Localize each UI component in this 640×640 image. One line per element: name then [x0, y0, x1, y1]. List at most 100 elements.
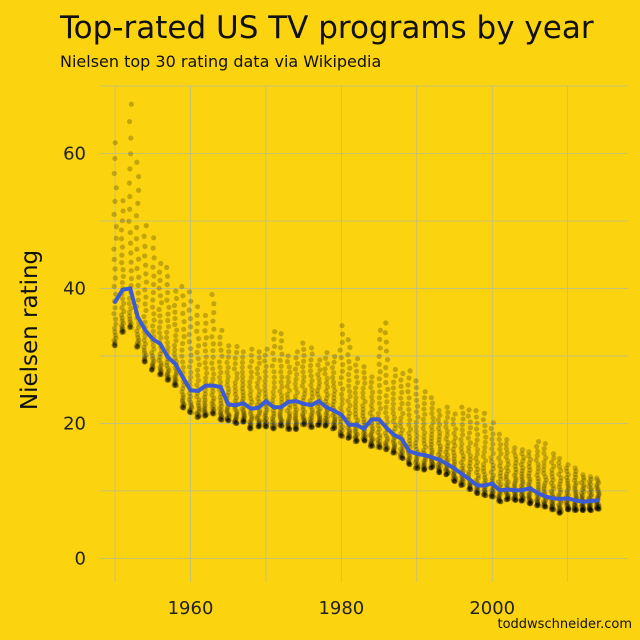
rating-point	[316, 419, 322, 425]
rating-point	[232, 418, 238, 424]
rating-point	[150, 365, 156, 371]
rating-point	[421, 406, 427, 412]
rating-point	[588, 507, 594, 514]
rating-point	[581, 506, 587, 512]
rating-point	[482, 423, 488, 429]
rating-point	[279, 384, 285, 390]
trend-line	[113, 286, 600, 504]
rating-point	[136, 341, 142, 347]
rating-point	[150, 342, 156, 348]
rating-point	[263, 363, 269, 370]
rating-point	[285, 425, 291, 431]
rating-point	[369, 374, 375, 380]
rating-point	[316, 384, 322, 390]
rating-point	[134, 342, 140, 348]
rating-point	[429, 460, 435, 466]
rating-point	[256, 349, 262, 355]
rating-point	[339, 396, 345, 402]
rating-point	[210, 376, 216, 382]
rating-point	[240, 392, 246, 399]
rating-point	[498, 476, 504, 482]
rating-point	[353, 414, 359, 420]
rating-point	[338, 426, 344, 432]
rating-point	[202, 312, 209, 319]
rating-point	[490, 493, 496, 499]
rating-point	[376, 426, 383, 432]
rating-point	[119, 296, 126, 302]
rating-point	[181, 402, 187, 408]
rating-point	[535, 439, 542, 445]
rating-point	[156, 372, 162, 378]
rating-point	[413, 419, 419, 425]
rating-point	[360, 403, 366, 409]
rating-point	[113, 224, 119, 230]
rating-point	[219, 412, 225, 418]
rating-point	[519, 474, 525, 480]
rating-point	[300, 416, 306, 422]
rating-point	[112, 198, 118, 205]
rating-point	[527, 476, 533, 482]
rating-point	[512, 495, 518, 501]
rating-point	[256, 421, 262, 427]
rating-point	[247, 424, 253, 430]
rating-point	[180, 293, 186, 299]
rating-point	[587, 506, 593, 513]
rating-point	[269, 363, 276, 369]
rating-point	[272, 329, 278, 335]
rating-point	[314, 388, 321, 394]
rating-point	[526, 481, 532, 487]
rating-point	[346, 433, 352, 439]
rating-point	[331, 383, 337, 390]
rating-point	[270, 350, 276, 356]
rating-point	[398, 446, 404, 452]
rating-point	[400, 455, 406, 461]
rating-point	[421, 463, 427, 469]
rating-point	[527, 491, 533, 497]
rating-point	[134, 328, 140, 334]
rating-point	[111, 170, 117, 177]
rating-point	[240, 349, 246, 355]
rating-point	[294, 361, 301, 367]
rating-point	[232, 388, 239, 394]
rating-point	[240, 378, 246, 384]
rating-point	[587, 502, 593, 508]
rating-point	[340, 362, 346, 368]
rating-point	[413, 456, 419, 462]
rating-point	[384, 447, 390, 453]
rating-point	[186, 397, 192, 403]
rating-point	[187, 409, 193, 416]
rating-point	[412, 465, 419, 471]
rating-point	[573, 506, 579, 512]
rating-point	[420, 467, 426, 473]
rating-point	[490, 450, 496, 457]
rating-point	[536, 503, 542, 509]
rating-point	[126, 309, 133, 316]
rating-point	[466, 444, 472, 450]
rating-point	[324, 392, 331, 398]
rating-point	[262, 422, 268, 429]
rating-point	[232, 384, 238, 390]
rating-point	[564, 490, 570, 496]
rating-point	[354, 438, 360, 444]
rating-point	[180, 392, 186, 398]
rating-point	[467, 485, 473, 491]
rating-point	[482, 492, 488, 499]
rating-point	[451, 478, 457, 484]
rating-point	[362, 399, 368, 405]
rating-point	[362, 434, 368, 440]
rating-point	[292, 416, 299, 422]
rating-point	[421, 400, 428, 407]
rating-point	[572, 507, 578, 513]
rating-point	[596, 493, 602, 499]
rating-point	[535, 496, 541, 502]
rating-point	[142, 357, 148, 363]
rating-point	[596, 506, 602, 512]
rating-point	[430, 415, 436, 421]
rating-point	[375, 410, 382, 416]
rating-point	[496, 498, 502, 504]
rating-point	[587, 504, 593, 510]
rating-point	[219, 353, 225, 359]
rating-point	[382, 440, 389, 446]
rating-point	[173, 338, 179, 344]
rating-point	[112, 266, 118, 272]
